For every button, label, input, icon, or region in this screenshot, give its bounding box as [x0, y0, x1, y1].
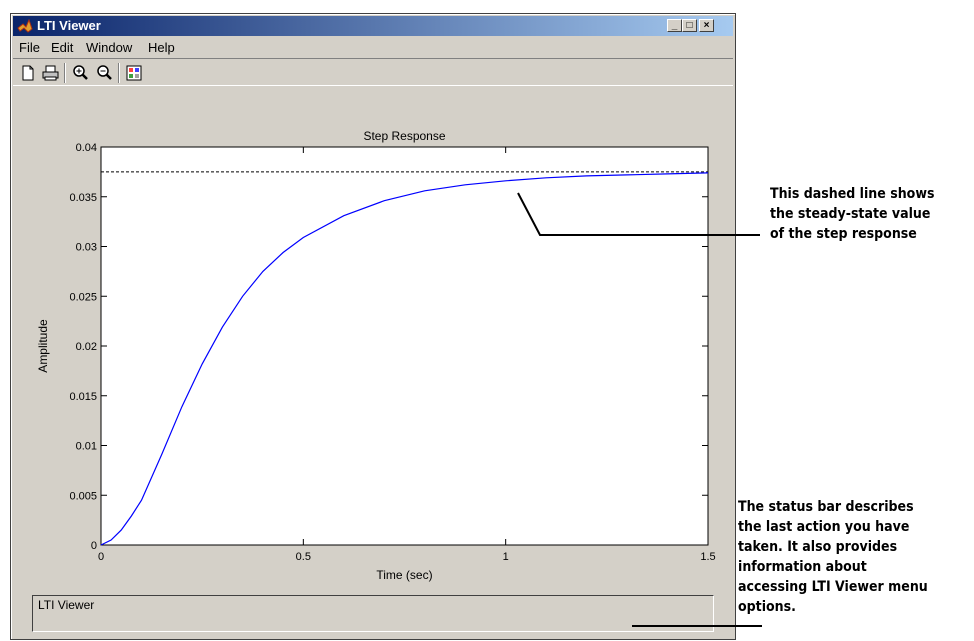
step-response-chart[interactable]: 0 0.5 1 1.5 0 0.005 0.01 0.015 0.02 0.025 0.03 0.03… [13, 89, 733, 589]
axes-box [100, 146, 709, 546]
zoom-out-icon[interactable] [93, 62, 115, 84]
y-axis-label: Amplitude [36, 319, 50, 373]
close-button[interactable]: × [699, 19, 714, 32]
toolbar [13, 58, 733, 86]
y-tick-label: 0.015 [69, 391, 97, 403]
menu-bar: File Edit Window Help [13, 38, 733, 58]
zoom-in-icon[interactable] [69, 62, 91, 84]
x-axis-label: Time (sec) [376, 568, 432, 582]
menu-window[interactable]: Window [86, 40, 133, 55]
steady-state-annotation: This dashed line shows the steady-state … [770, 186, 935, 242]
y-tick-label: 0.03 [76, 242, 97, 254]
menu-file[interactable]: File [19, 40, 40, 55]
y-tick-label: 0.035 [69, 192, 97, 204]
y-tick-label: 0.005 [69, 490, 97, 502]
title-bar[interactable]: LTI Viewer _ □ × [13, 16, 733, 36]
y-tick-label: 0.01 [76, 441, 97, 453]
x-tick-label: 0 [98, 551, 104, 563]
toolbar-separator [64, 63, 66, 83]
matlab-logo-icon [17, 19, 33, 33]
status-bar-annotation: The status bar describes the last action… [738, 499, 928, 615]
y-tick-label: 0.04 [76, 142, 97, 154]
menu-edit[interactable]: Edit [51, 40, 74, 55]
step-response-line [100, 172, 709, 546]
print-icon[interactable] [39, 62, 61, 84]
new-file-icon[interactable] [17, 62, 39, 84]
menu-help[interactable]: Help [148, 40, 175, 55]
y-tick-label: 0.02 [76, 341, 97, 353]
x-tick-label: 1 [503, 551, 509, 563]
maximize-button[interactable]: □ [682, 19, 697, 32]
plot-config-icon[interactable] [123, 62, 145, 84]
status-bar: LTI Viewer [32, 595, 714, 632]
minimize-button[interactable]: _ [667, 19, 682, 32]
x-tick-label: 1.5 [700, 551, 715, 563]
chart-title: Step Response [363, 129, 445, 143]
lti-viewer-window: LTI Viewer _ □ × File Edit Window Help [10, 13, 736, 640]
toolbar-separator [118, 63, 120, 83]
x-tick-label: 0.5 [296, 551, 311, 563]
window-title: LTI Viewer [37, 18, 101, 33]
y-tick-label: 0.025 [69, 291, 97, 303]
y-tick-label: 0 [91, 540, 97, 552]
plot-area: 0 0.5 1 1.5 0 0.005 0.01 0.015 0.02 0.025 0.03 0.03… [13, 89, 733, 582]
status-text: LTI Viewer [38, 598, 95, 612]
